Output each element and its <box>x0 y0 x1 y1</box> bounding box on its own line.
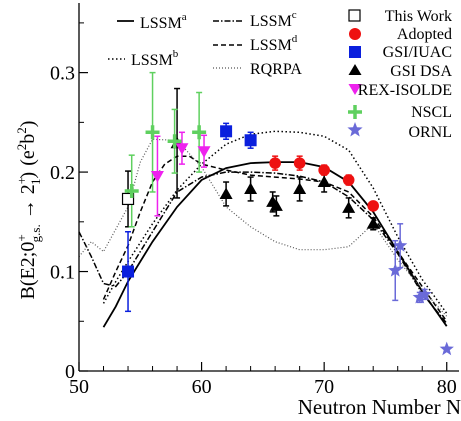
data-point-this-work <box>121 192 135 206</box>
legend: LSSMa LSSMb LSSMc LSSMd RQRPA This Work … <box>108 8 452 141</box>
axes <box>78 3 459 372</box>
data-point-gsi-iuac <box>244 134 257 147</box>
error-bar-layer <box>125 71 428 313</box>
legend-label-gsi-iuac: GSI/IUAC <box>383 44 452 61</box>
data-point-layer <box>121 125 454 356</box>
data-point-gsi-dsa <box>317 175 331 188</box>
data-point-gsi-dsa <box>244 182 258 194</box>
legend-label-lssm-a: LSSMa <box>140 11 187 32</box>
legend-item-lssm-c: LSSMc <box>213 9 297 30</box>
legend-label-gsi-dsa: GSI DSA <box>390 63 452 80</box>
data-point-gsi-dsa <box>269 199 283 211</box>
legend-item-rqrpa: RQRPA <box>213 61 302 78</box>
y-tick-label: 0.2 <box>50 162 75 184</box>
data-point-adopted <box>269 157 281 169</box>
data-point-nscl <box>192 125 207 140</box>
data-point-rex-isolde <box>175 143 189 155</box>
y-tick-label: 0.1 <box>50 262 75 284</box>
legend-item-lssm-b: LSSMb <box>108 48 179 69</box>
data-point-gsi-dsa <box>366 217 380 229</box>
legend-marker-nscl <box>348 105 362 119</box>
data-point-gsi-dsa <box>342 201 356 213</box>
data-point-nscl <box>167 134 182 149</box>
data-point-adopted <box>318 164 330 176</box>
legend-marker-this-work <box>348 9 361 22</box>
legend-marker-ornl <box>347 122 363 137</box>
legend-label-adopted: Adopted <box>397 26 452 43</box>
legend-label-nscl: NSCL <box>411 104 452 121</box>
legend-marker-gsi-dsa <box>348 64 362 75</box>
legend-label-lssm-d: LSSMd <box>250 33 298 54</box>
curve-rqrpa <box>78 138 448 317</box>
data-point-adopted <box>367 200 379 212</box>
curve-lssm-a <box>102 161 448 328</box>
legend-marker-rex-isolde <box>348 84 362 95</box>
legend-item-lssm-a: LSSMa <box>117 11 187 32</box>
y-tick-label: 0 <box>65 361 75 383</box>
data-point-gsi-dsa <box>293 182 307 194</box>
x-tick-label: 80 <box>437 376 457 398</box>
curve-lssm-c <box>78 171 448 324</box>
legend-label-rqrpa: RQRPA <box>250 61 302 78</box>
data-point-adopted <box>342 174 355 186</box>
data-point-adopted <box>293 157 306 169</box>
x-tick-label: 50 <box>69 376 89 398</box>
legend-label-this-work: This Work <box>385 8 452 25</box>
x-axis-label: Neutron Number N <box>298 395 461 419</box>
tick-layer: 50 60 70 80 0 0.1 0.2 0.3 <box>50 22 457 398</box>
data-point-rex-isolde <box>197 146 211 158</box>
data-point-nscl <box>145 125 160 140</box>
data-point-gsi-dsa <box>219 187 233 199</box>
y-axis-label: B(E2;0+g.s. → 2+1)(e2b2) <box>14 121 43 300</box>
x-tick-label: 70 <box>314 376 334 398</box>
curve-layer <box>78 130 448 328</box>
data-point-ornl <box>417 286 432 301</box>
legend-label-rex-isolde: REX-ISOLDE <box>358 82 452 99</box>
data-point-rex-isolde <box>150 171 164 183</box>
data-point-ornl <box>393 238 408 252</box>
data-point-ornl <box>388 263 403 277</box>
legend-marker-adopted <box>349 28 361 40</box>
legend-label-lssm-b: LSSMb <box>131 48 179 69</box>
data-point-ornl <box>412 289 427 304</box>
y-tick-label: 0.3 <box>50 63 75 85</box>
curve-lssm-b <box>102 130 448 314</box>
x-tick-label: 60 <box>192 376 212 398</box>
data-point-gsi-iuac <box>220 125 233 138</box>
legend-label-ornl: ORNL <box>408 124 452 141</box>
data-point-nscl <box>124 183 139 198</box>
legend-label-lssm-c: LSSMc <box>250 9 297 30</box>
data-point-gsi-iuac <box>122 265 135 278</box>
legend-marker-gsi-iuac <box>349 46 361 58</box>
data-point-ornl <box>439 341 454 356</box>
legend-item-lssm-d: LSSMd <box>213 33 298 54</box>
